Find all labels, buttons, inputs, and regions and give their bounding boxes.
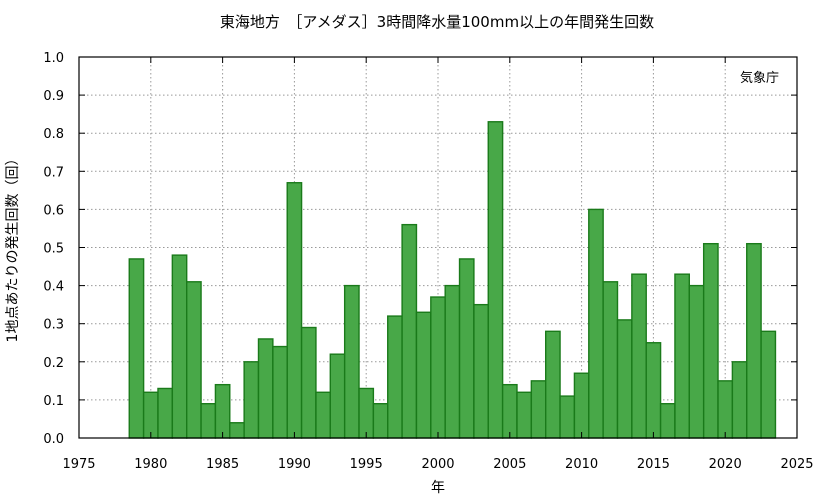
- bar-2004: 2004: 0.83: [487, 121, 504, 439]
- bar-2012: 2012: 0.41: [602, 281, 619, 439]
- x-tick-label: 1975: [62, 457, 95, 472]
- y-tick-label: 0.7: [43, 165, 64, 180]
- y-tick-label: 0.2: [43, 356, 64, 371]
- x-axis-ticks: 1975 1980 1985 1990 1995 2000 2005 2010 2015 2020…: [62, 57, 814, 472]
- bar-2006: 2006: 0.12: [516, 391, 533, 439]
- y-axis-label: 1地点あたりの発生回数（回）: [5, 152, 21, 343]
- x-tick-label: 1990: [278, 457, 311, 472]
- y-tick-label: 0.4: [43, 280, 64, 295]
- bar-2020: 2020: 0.15: [717, 380, 734, 439]
- bar-1999: 1999: 0.33: [415, 311, 432, 439]
- x-tick-label: 2025: [780, 457, 813, 472]
- bar-1987: 1987: 0.2: [243, 361, 260, 439]
- bar-2017: 2017: 0.43: [674, 273, 691, 439]
- chart-title: 東海地方 ［アメダス］3時間降水量100mm以上の年間発生回数: [220, 13, 654, 31]
- bar-1994: 1994: 0.4: [343, 284, 360, 439]
- source-annotation: 気象庁: [740, 70, 779, 86]
- bar-2023: 2023: 0.28: [760, 330, 777, 439]
- bar-1990: 1990: 0.67: [286, 182, 303, 439]
- bar-2022: 2022: 0.51: [746, 242, 762, 439]
- bar-2010: 2010: 0.17: [573, 372, 590, 439]
- bar-2015: 2015: 0.25: [645, 342, 662, 439]
- x-tick-label: 1985: [206, 457, 239, 472]
- y-tick-label: 0.3: [43, 318, 64, 333]
- y-tick-label: 0.5: [43, 242, 64, 257]
- x-tick-label: 2000: [421, 457, 454, 472]
- bar-1984: 1984: 0.09: [200, 403, 217, 439]
- bar-2005: 2005: 0.14: [501, 383, 518, 439]
- bar-1980: 1980: 0.12: [142, 391, 159, 439]
- bar-1982: 1982: 0.48: [171, 254, 188, 439]
- x-tick-label: 2020: [709, 457, 742, 472]
- y-axis-ticks: 0.0 0.1 0.2 0.3 0.4 0.5 0.6 0.7 0.8 0.9 1.0: [43, 51, 797, 447]
- bar-1998: 1998: 0.56: [401, 223, 418, 439]
- bar-2019: 2019: 0.51: [702, 242, 719, 439]
- bar-1983: 1983: 0.41: [185, 281, 202, 439]
- bar-2008: 2008: 0.28: [545, 330, 561, 439]
- y-tick-label: 0.9: [43, 89, 64, 104]
- y-tick-label: 0.0: [43, 432, 64, 447]
- bar-1996: 1996: 0.09: [372, 403, 389, 439]
- bar-1991: 1991: 0.29: [300, 326, 317, 439]
- bar-2003: 2003: 0.35: [473, 303, 489, 439]
- x-tick-label: 2010: [565, 457, 598, 472]
- bar-1981: 1981: 0.13: [157, 387, 174, 439]
- bar-2018: 2018: 0.4: [688, 284, 705, 439]
- bar-2016: 2016: 0.09: [659, 403, 676, 439]
- bar-2002: 2002: 0.47: [458, 258, 475, 439]
- bar-1997: 1997: 0.32: [387, 315, 403, 439]
- bar-1979: 1979: 0.47: [128, 258, 145, 439]
- bar-2011: 2011: 0.6: [588, 208, 604, 439]
- bar-2021: 2021: 0.2: [731, 361, 748, 439]
- bar-2001: 2001: 0.4: [444, 284, 461, 439]
- bar-1985: 1985: 0.14: [214, 383, 231, 439]
- y-tick-label: 0.8: [43, 127, 64, 142]
- y-tick-label: 0.6: [43, 203, 64, 218]
- bars: 1979: 0.471980: 0.121981: 0.131982: 0.48…: [128, 121, 777, 439]
- x-tick-label: 2005: [493, 457, 526, 472]
- bar-1995: 1995: 0.13: [358, 387, 375, 439]
- bar-1992: 1992: 0.12: [315, 391, 332, 439]
- bar-2000: 2000: 0.37: [430, 296, 446, 439]
- bar-2007: 2007: 0.15: [530, 380, 547, 439]
- y-tick-label: 1.0: [43, 51, 64, 66]
- bar-2014: 2014: 0.43: [631, 273, 647, 439]
- y-tick-label: 0.1: [43, 394, 64, 409]
- bar-2013: 2013: 0.31: [616, 319, 633, 439]
- bar-1988: 1988: 0.26: [257, 338, 274, 439]
- bar-1993: 1993: 0.22: [329, 353, 346, 439]
- x-tick-label: 1980: [134, 457, 167, 472]
- x-tick-label: 2015: [637, 457, 670, 472]
- bar-1986: 1986: 0.04: [229, 422, 245, 439]
- bar-2009: 2009: 0.11: [559, 395, 576, 439]
- bar-1989: 1989: 0.24: [272, 345, 288, 439]
- x-axis-label: 年: [431, 480, 445, 496]
- x-tick-label: 1995: [350, 457, 383, 472]
